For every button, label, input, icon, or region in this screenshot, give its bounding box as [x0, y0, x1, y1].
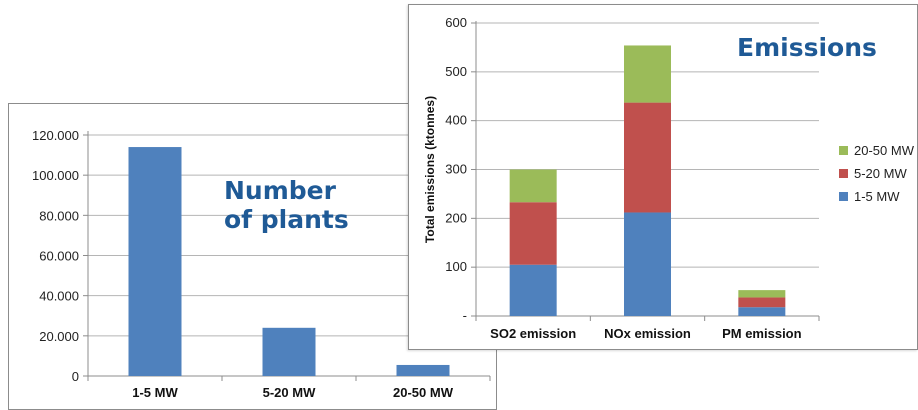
emissions-chart: - 100 200 300 400 500 600 Total emissions (kton…	[423, 15, 915, 341]
y-tick-label: 100.000	[32, 168, 79, 183]
y-tick-label: 300	[445, 162, 467, 177]
x-tick-label: SO2 emission	[490, 326, 576, 341]
emissions-chart-title: Emissions	[737, 33, 877, 62]
y-tick-label: -	[463, 308, 467, 323]
x-tick-label: 20-50 MW	[393, 385, 454, 400]
y-tick-label: 60.000	[39, 249, 79, 264]
plants-chart-title: Number of plants	[224, 176, 349, 234]
bar-segment-5-20-mw	[738, 297, 786, 308]
bar-segment-5-20-mw	[509, 202, 557, 265]
bar-segment-1-5-mw	[738, 307, 786, 316]
bar	[128, 147, 182, 376]
bar	[396, 364, 450, 376]
y-tick-label: 500	[445, 64, 467, 79]
y-tick-label: 80.000	[39, 208, 79, 223]
legend-label: 5-20 MW	[854, 166, 907, 181]
y-tick-label: 100	[445, 259, 467, 274]
bar-segment-1-5-mw	[624, 212, 671, 316]
emissions-chart-panel: - 100 200 300 400 500 600 Total emissions (kton…	[408, 4, 918, 350]
bar-segment-20-50-mw	[509, 169, 557, 203]
x-tick-label: 5-20 MW	[263, 385, 316, 400]
x-tick-label: 1-5 MW	[132, 385, 178, 400]
bar-segment-1-5-mw	[509, 264, 557, 316]
legend-swatch	[839, 169, 848, 178]
x-tick-label: PM emission	[722, 326, 802, 341]
y-tick-label: 20.000	[39, 329, 79, 344]
y-tick-label: 600	[445, 15, 467, 30]
legend-swatch	[839, 192, 848, 201]
y-axis-label: Total emissions (ktonnes)	[423, 96, 437, 243]
y-tick-label: 400	[445, 113, 467, 128]
bar	[262, 327, 316, 376]
bar-segment-20-50-mw	[738, 290, 786, 298]
legend-label: 20-50 MW	[854, 143, 915, 158]
x-tick-label: NOx emission	[604, 326, 691, 341]
y-tick-label: 0	[72, 369, 79, 384]
y-tick-label: 40.000	[39, 289, 79, 304]
bar-segment-20-50-mw	[624, 45, 671, 103]
bar-segment-5-20-mw	[624, 102, 671, 213]
legend-label: 1-5 MW	[854, 189, 900, 204]
y-tick-label: 120.000	[32, 128, 79, 143]
legend-swatch	[839, 146, 848, 155]
y-tick-label: 200	[445, 210, 467, 225]
